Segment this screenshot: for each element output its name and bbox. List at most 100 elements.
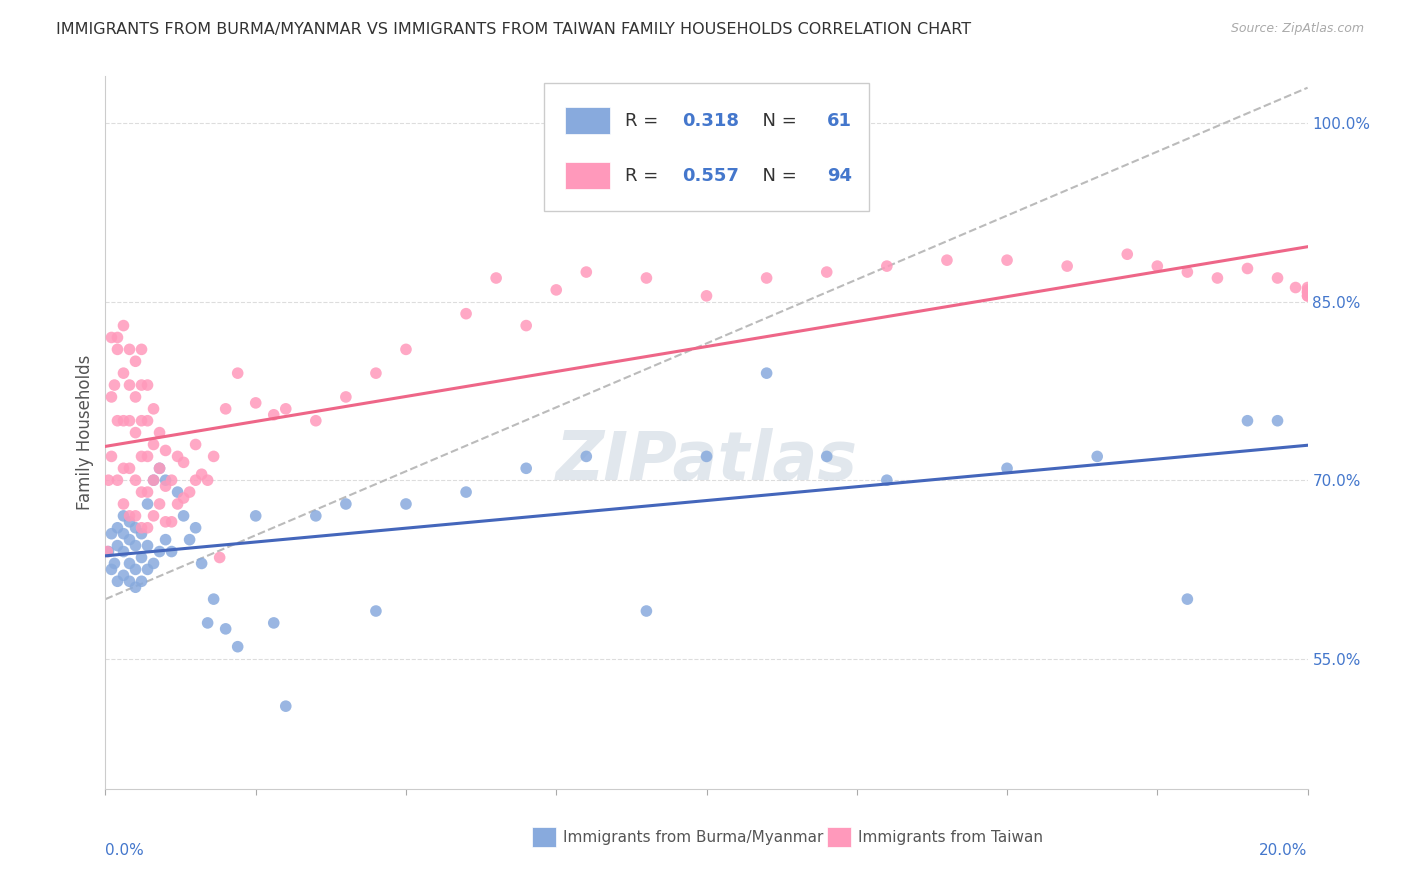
Point — [124, 562, 146, 576]
Point — [274, 401, 297, 416]
Point — [155, 443, 177, 458]
Point — [166, 497, 188, 511]
Point — [103, 557, 125, 571]
Point — [1175, 265, 1198, 279]
Point — [1284, 280, 1306, 294]
Point — [124, 521, 146, 535]
Point — [96, 544, 118, 558]
Point — [395, 497, 418, 511]
Text: 0.557: 0.557 — [682, 167, 740, 185]
Point — [395, 343, 418, 357]
Point — [575, 450, 598, 464]
Point — [1056, 259, 1078, 273]
Point — [124, 508, 146, 523]
Point — [107, 343, 129, 357]
Point — [202, 450, 225, 464]
Point — [118, 508, 141, 523]
Point — [197, 615, 219, 630]
Point — [1116, 247, 1139, 261]
Point — [179, 533, 201, 547]
Point — [136, 562, 159, 576]
Point — [97, 544, 120, 558]
Point — [160, 473, 183, 487]
Point — [148, 497, 170, 511]
Point — [118, 574, 141, 589]
Point — [100, 390, 122, 404]
Point — [214, 401, 236, 416]
Text: Source: ZipAtlas.com: Source: ZipAtlas.com — [1230, 22, 1364, 36]
Point — [131, 378, 153, 392]
Point — [100, 526, 122, 541]
Text: 20.0%: 20.0% — [1260, 843, 1308, 858]
Point — [155, 533, 177, 547]
Point — [173, 491, 195, 505]
Text: R =: R = — [624, 112, 664, 129]
Point — [131, 574, 153, 589]
FancyBboxPatch shape — [565, 107, 610, 135]
Point — [190, 467, 212, 482]
Point — [107, 473, 129, 487]
Point — [107, 330, 129, 344]
Point — [179, 485, 201, 500]
Point — [112, 497, 135, 511]
FancyBboxPatch shape — [544, 83, 869, 211]
Point — [454, 307, 477, 321]
Point — [1296, 280, 1319, 294]
Point — [142, 473, 165, 487]
Point — [454, 485, 477, 500]
Point — [160, 544, 183, 558]
Point — [575, 265, 598, 279]
Point — [148, 461, 170, 475]
Point — [197, 473, 219, 487]
Point — [136, 521, 159, 535]
Point — [1296, 283, 1319, 297]
Text: N =: N = — [751, 167, 803, 185]
Point — [1085, 450, 1108, 464]
Point — [515, 461, 537, 475]
Point — [112, 366, 135, 380]
Point — [124, 390, 146, 404]
Point — [131, 414, 153, 428]
Point — [118, 378, 141, 392]
Text: 0.318: 0.318 — [682, 112, 740, 129]
Point — [636, 271, 658, 285]
Point — [546, 283, 568, 297]
Point — [131, 550, 153, 565]
Point — [263, 408, 285, 422]
Point — [995, 253, 1018, 268]
Point — [636, 604, 658, 618]
Point — [876, 259, 898, 273]
Point — [118, 343, 141, 357]
Point — [148, 461, 170, 475]
Point — [112, 526, 135, 541]
Point — [226, 640, 249, 654]
Point — [755, 271, 778, 285]
Y-axis label: Family Households: Family Households — [76, 355, 94, 510]
Point — [202, 592, 225, 607]
Point — [166, 450, 188, 464]
Point — [1236, 261, 1258, 276]
Text: Immigrants from Burma/Myanmar: Immigrants from Burma/Myanmar — [564, 830, 824, 845]
Point — [112, 318, 135, 333]
Point — [815, 450, 838, 464]
Point — [995, 461, 1018, 475]
Point — [155, 515, 177, 529]
Point — [1296, 285, 1319, 300]
Text: Immigrants from Taiwan: Immigrants from Taiwan — [858, 830, 1043, 845]
Point — [148, 425, 170, 440]
Point — [1267, 414, 1289, 428]
Point — [124, 539, 146, 553]
Point — [485, 271, 508, 285]
Point — [97, 473, 120, 487]
Point — [515, 318, 537, 333]
FancyBboxPatch shape — [827, 827, 851, 847]
Point — [148, 544, 170, 558]
Point — [1296, 289, 1319, 303]
Point — [136, 497, 159, 511]
Point — [112, 508, 135, 523]
Point — [245, 396, 267, 410]
Point — [226, 366, 249, 380]
Point — [142, 437, 165, 451]
Point — [166, 485, 188, 500]
Point — [305, 414, 328, 428]
